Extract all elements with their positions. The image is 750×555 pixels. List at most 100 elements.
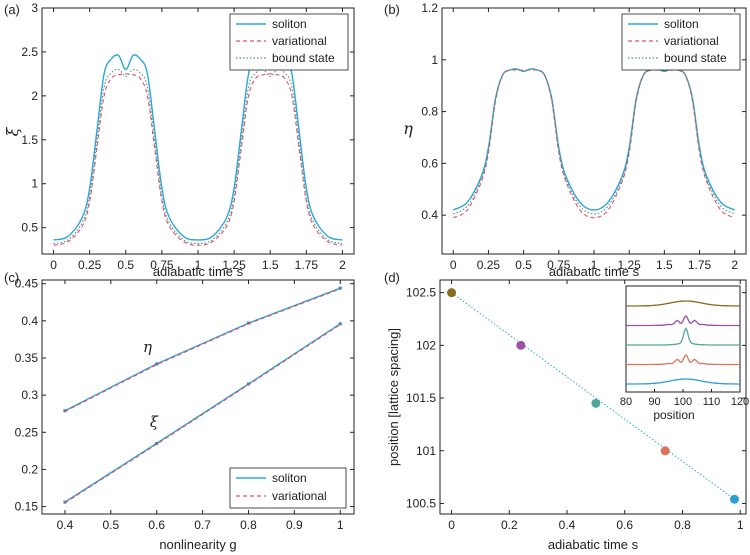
xtick-label-c: 0.5 (102, 518, 119, 532)
inset-profile-3 (626, 354, 740, 366)
legend-b-variational: variational (664, 34, 719, 48)
legend-a-bound: bound state (272, 51, 335, 65)
ytick-label-a: 0.5 (21, 221, 38, 235)
point-d (660, 446, 670, 456)
point-c-ξ (246, 382, 250, 386)
series-a-bound-state (53, 68, 343, 245)
ytick-label-c: 0.25 (15, 425, 39, 439)
ytick-label-a: 3 (31, 1, 38, 15)
ytick-label-c: 0.35 (15, 351, 39, 365)
panel-b-series (452, 68, 736, 219)
series-c-η-soliton (64, 287, 341, 412)
ytick-label-a: 1.5 (21, 133, 38, 147)
panel-c-annotation-xi: ξ (150, 413, 159, 431)
panel-a-legend: soliton variational bound state (229, 13, 349, 71)
inset-profile-1 (626, 315, 740, 327)
xtick-label-a: 0.75 (150, 258, 174, 272)
xtick-label-d: 0.8 (674, 518, 691, 532)
xtick-label-c: 0.7 (194, 518, 211, 532)
panel-d-series (447, 288, 739, 504)
ytick-label-c: 0.2 (21, 462, 38, 476)
xtick-label-c: 0.9 (286, 518, 303, 532)
panel-c-legend-box (229, 467, 347, 509)
panel-c-frame (41, 279, 355, 515)
xtick-label-d: 1 (737, 518, 744, 532)
inset-xlabel: position (653, 408, 694, 422)
series-c-ξ-variational (64, 324, 341, 504)
fit-line-d (451, 292, 735, 500)
xtick-label-b: 0.25 (477, 258, 501, 272)
ytick-label-d: 100.5 (406, 496, 436, 510)
panel-b-ticks: 0 0.25 0.5 0.75 1 1.25 1.5 1.75 2 0.4 0.6 0.8 1 1.2 (421, 1, 746, 272)
ytick-label-a: 2 (31, 89, 38, 103)
inset-profiles (626, 300, 740, 385)
series-b-soliton (452, 68, 736, 211)
xtick-label-c: 0.4 (57, 518, 74, 532)
ytick-label-b: 0.6 (421, 156, 438, 170)
panel-c-annotation-eta: η (143, 338, 152, 356)
inset-xtick-label: 80 (620, 396, 632, 408)
ytick-label-c: 0.15 (15, 500, 39, 514)
panel-b-ylabel: η (403, 119, 413, 138)
panel-b-legend: soliton variational bound state (621, 13, 741, 71)
xtick-label-a: 0.25 (78, 258, 102, 272)
series-c-η-variational (64, 288, 341, 412)
point-c-ξ (338, 322, 342, 326)
ytick-label-d: 102.5 (406, 286, 436, 300)
legend-b-bound: bound state (664, 51, 727, 65)
panel-c-ticks: 0.4 0.5 0.6 0.7 0.8 0.9 1 0.15 0.2 0.25 0.3 0.35 0.4… (15, 277, 354, 532)
xtick-label-b: 1 (591, 258, 598, 272)
xtick-label-d: 0.4 (559, 518, 576, 532)
ytick-label-d: 102 (416, 338, 436, 352)
panel-c-legend: soliton variational (229, 467, 347, 509)
ytick-label-b: 1 (431, 53, 438, 67)
series-a-variational (53, 73, 343, 246)
xtick-label-b: 2 (731, 258, 738, 272)
xtick-label-b: 0.5 (515, 258, 532, 272)
inset-ticks: 80 90 100 110 120 (620, 389, 749, 408)
legend-b-soliton: soliton (664, 17, 699, 31)
panel-a-ticks: 0 0.25 0.5 0.75 1 1.25 1.5 1.75 2 0.5 1 1.5 2 2.5 3 (21, 1, 354, 272)
xtick-label-b: 1.5 (656, 258, 673, 272)
series-b-variational (453, 69, 735, 219)
ytick-label-a: 2.5 (21, 45, 38, 59)
inset-xtick-label: 100 (674, 396, 692, 408)
xtick-label-a: 1.25 (222, 258, 246, 272)
point-c-ξ (155, 441, 159, 445)
inset-xtick-label: 110 (703, 396, 721, 408)
xtick-label-a: 2 (339, 258, 346, 272)
ytick-label-c: 0.3 (21, 388, 38, 402)
inset-profile-2 (626, 327, 740, 346)
ytick-label-c: 0.45 (15, 277, 39, 291)
point-c-η (155, 362, 159, 366)
point-c-η (246, 321, 250, 325)
xtick-label-c: 0.6 (148, 518, 165, 532)
xtick-label-b: 1.75 (688, 258, 712, 272)
panel-d-ticks: 0 0.2 0.4 0.6 0.8 1 100.5 101 101.5 102 102.5 (406, 280, 746, 532)
panel-d-xlabel: adiabatic time s (548, 537, 639, 552)
panel-b-xlabel: adiabatic time s (549, 264, 640, 279)
xtick-label-a: 1.75 (295, 258, 319, 272)
panel-a-xlabel: adiabatic time s (153, 264, 244, 279)
ytick-label-b: 0.8 (421, 105, 438, 119)
panel-d-frame (439, 279, 747, 515)
ytick-label-b: 1.2 (421, 1, 438, 15)
series-a-soliton (53, 54, 343, 241)
panel-b-label: (b) (384, 2, 400, 17)
legend-a-soliton: soliton (272, 17, 307, 31)
xtick-label-b: 1.25 (618, 258, 642, 272)
point-c-ξ (63, 500, 67, 504)
inset-xtick-label: 120 (731, 396, 749, 408)
inset-xtick-label: 90 (648, 396, 660, 408)
xtick-label-a: 1.5 (262, 258, 279, 272)
xtick-label-d: 0.2 (501, 518, 518, 532)
xtick-label-d: 0 (448, 518, 455, 532)
panel-d-ylabel: position [lattice spacing] (386, 328, 401, 466)
panel-c-xlabel: nonlinearity g (159, 537, 236, 552)
ytick-label-b: 0.4 (421, 208, 438, 222)
panel-a-ylabel: ξ (3, 126, 22, 136)
point-c-η (63, 409, 67, 413)
point-d (729, 494, 739, 504)
xtick-label-c: 0.8 (240, 518, 257, 532)
point-d (447, 288, 457, 298)
